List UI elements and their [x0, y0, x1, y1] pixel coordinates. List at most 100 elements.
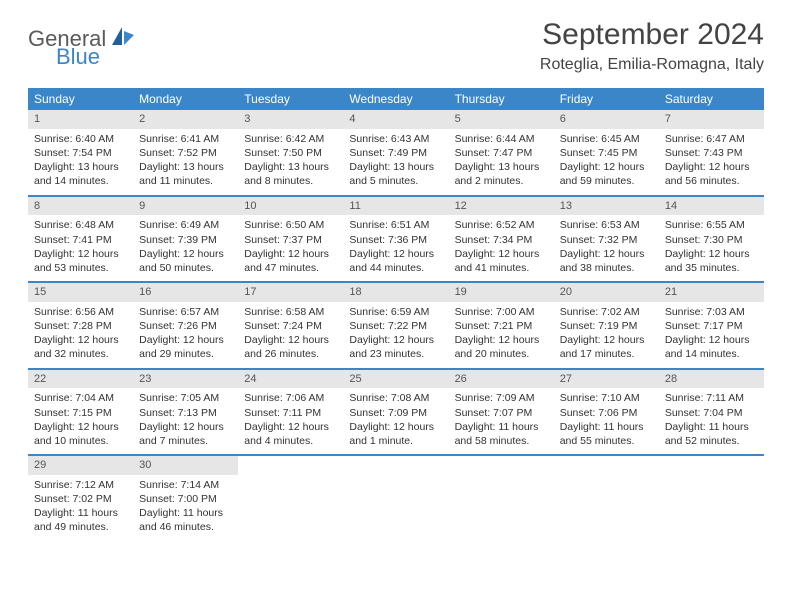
day-number: 8 — [28, 197, 133, 216]
dow-wednesday: Wednesday — [343, 88, 448, 110]
sunset-text: Sunset: 7:07 PM — [455, 406, 548, 420]
day-info: Sunrise: 6:50 AMSunset: 7:37 PMDaylight:… — [238, 215, 343, 281]
sunrise-text: Sunrise: 6:44 AM — [455, 132, 548, 146]
day-info: Sunrise: 6:56 AMSunset: 7:28 PMDaylight:… — [28, 302, 133, 368]
daylight-text: and 41 minutes. — [455, 261, 548, 275]
daylight-text: Daylight: 12 hours — [349, 420, 442, 434]
dow-tuesday: Tuesday — [238, 88, 343, 110]
day-number: 17 — [238, 283, 343, 302]
sunrise-text: Sunrise: 7:08 AM — [349, 391, 442, 405]
daylight-text: Daylight: 11 hours — [665, 420, 758, 434]
day-cell: 7Sunrise: 6:47 AMSunset: 7:43 PMDaylight… — [659, 110, 764, 195]
sunset-text: Sunset: 7:09 PM — [349, 406, 442, 420]
day-number: 24 — [238, 370, 343, 389]
sunrise-text: Sunrise: 7:02 AM — [560, 305, 653, 319]
daylight-text: Daylight: 12 hours — [34, 420, 127, 434]
day-number: 13 — [554, 197, 659, 216]
day-cell: 20Sunrise: 7:02 AMSunset: 7:19 PMDayligh… — [554, 283, 659, 368]
header: General September 2024 Roteglia, Emilia-… — [28, 18, 764, 74]
calendar: Sunday Monday Tuesday Wednesday Thursday… — [28, 88, 764, 541]
daylight-text: and 1 minute. — [349, 434, 442, 448]
day-number: 2 — [133, 110, 238, 129]
sunrise-text: Sunrise: 6:52 AM — [455, 218, 548, 232]
daylight-text: and 58 minutes. — [455, 434, 548, 448]
day-number: 26 — [449, 370, 554, 389]
daylight-text: Daylight: 12 hours — [244, 420, 337, 434]
daylight-text: Daylight: 12 hours — [455, 247, 548, 261]
daylight-text: and 17 minutes. — [560, 347, 653, 361]
daylight-text: and 20 minutes. — [455, 347, 548, 361]
day-info: Sunrise: 7:03 AMSunset: 7:17 PMDaylight:… — [659, 302, 764, 368]
day-info: Sunrise: 6:55 AMSunset: 7:30 PMDaylight:… — [659, 215, 764, 281]
day-number: 11 — [343, 197, 448, 216]
daylight-text: Daylight: 12 hours — [665, 333, 758, 347]
dow-saturday: Saturday — [659, 88, 764, 110]
day-cell: 9Sunrise: 6:49 AMSunset: 7:39 PMDaylight… — [133, 197, 238, 282]
day-cell: 18Sunrise: 6:59 AMSunset: 7:22 PMDayligh… — [343, 283, 448, 368]
daylight-text: Daylight: 12 hours — [34, 247, 127, 261]
dow-thursday: Thursday — [449, 88, 554, 110]
daylight-text: Daylight: 12 hours — [560, 247, 653, 261]
week-row: 29Sunrise: 7:12 AMSunset: 7:02 PMDayligh… — [28, 456, 764, 541]
day-number: 9 — [133, 197, 238, 216]
sunset-text: Sunset: 7:00 PM — [139, 492, 232, 506]
sunset-text: Sunset: 7:17 PM — [665, 319, 758, 333]
day-number: 10 — [238, 197, 343, 216]
sunset-text: Sunset: 7:50 PM — [244, 146, 337, 160]
day-number: 20 — [554, 283, 659, 302]
daylight-text: Daylight: 12 hours — [139, 247, 232, 261]
sunset-text: Sunset: 7:22 PM — [349, 319, 442, 333]
day-info: Sunrise: 6:49 AMSunset: 7:39 PMDaylight:… — [133, 215, 238, 281]
sunset-text: Sunset: 7:32 PM — [560, 233, 653, 247]
daylight-text: and 50 minutes. — [139, 261, 232, 275]
day-info: Sunrise: 6:58 AMSunset: 7:24 PMDaylight:… — [238, 302, 343, 368]
week-row: 15Sunrise: 6:56 AMSunset: 7:28 PMDayligh… — [28, 283, 764, 370]
day-cell: 26Sunrise: 7:09 AMSunset: 7:07 PMDayligh… — [449, 370, 554, 455]
sunset-text: Sunset: 7:47 PM — [455, 146, 548, 160]
day-number: 22 — [28, 370, 133, 389]
day-info: Sunrise: 6:41 AMSunset: 7:52 PMDaylight:… — [133, 129, 238, 195]
sunset-text: Sunset: 7:49 PM — [349, 146, 442, 160]
day-cell: 22Sunrise: 7:04 AMSunset: 7:15 PMDayligh… — [28, 370, 133, 455]
daylight-text: and 52 minutes. — [665, 434, 758, 448]
day-info: Sunrise: 7:10 AMSunset: 7:06 PMDaylight:… — [554, 388, 659, 454]
day-cell: 16Sunrise: 6:57 AMSunset: 7:26 PMDayligh… — [133, 283, 238, 368]
sunrise-text: Sunrise: 6:49 AM — [139, 218, 232, 232]
day-cell: 14Sunrise: 6:55 AMSunset: 7:30 PMDayligh… — [659, 197, 764, 282]
sunrise-text: Sunrise: 6:50 AM — [244, 218, 337, 232]
sunrise-text: Sunrise: 6:51 AM — [349, 218, 442, 232]
daylight-text: Daylight: 12 hours — [139, 420, 232, 434]
daylight-text: Daylight: 13 hours — [455, 160, 548, 174]
day-info: Sunrise: 7:04 AMSunset: 7:15 PMDaylight:… — [28, 388, 133, 454]
sunrise-text: Sunrise: 7:00 AM — [455, 305, 548, 319]
dow-monday: Monday — [133, 88, 238, 110]
day-cell: 29Sunrise: 7:12 AMSunset: 7:02 PMDayligh… — [28, 456, 133, 541]
sunrise-text: Sunrise: 7:05 AM — [139, 391, 232, 405]
sunrise-text: Sunrise: 6:42 AM — [244, 132, 337, 146]
sunset-text: Sunset: 7:39 PM — [139, 233, 232, 247]
sunset-text: Sunset: 7:54 PM — [34, 146, 127, 160]
daylight-text: and 35 minutes. — [665, 261, 758, 275]
day-cell: 28Sunrise: 7:11 AMSunset: 7:04 PMDayligh… — [659, 370, 764, 455]
sunset-text: Sunset: 7:52 PM — [139, 146, 232, 160]
day-number: 18 — [343, 283, 448, 302]
sunrise-text: Sunrise: 7:06 AM — [244, 391, 337, 405]
sunrise-text: Sunrise: 6:57 AM — [139, 305, 232, 319]
day-cell: 8Sunrise: 6:48 AMSunset: 7:41 PMDaylight… — [28, 197, 133, 282]
daylight-text: Daylight: 11 hours — [139, 506, 232, 520]
sunset-text: Sunset: 7:34 PM — [455, 233, 548, 247]
day-cell — [659, 456, 764, 541]
dow-friday: Friday — [554, 88, 659, 110]
daylight-text: and 14 minutes. — [665, 347, 758, 361]
daylight-text: and 46 minutes. — [139, 520, 232, 534]
sunset-text: Sunset: 7:30 PM — [665, 233, 758, 247]
sunset-text: Sunset: 7:43 PM — [665, 146, 758, 160]
sunset-text: Sunset: 7:45 PM — [560, 146, 653, 160]
daylight-text: and 14 minutes. — [34, 174, 127, 188]
sunset-text: Sunset: 7:36 PM — [349, 233, 442, 247]
daylight-text: Daylight: 13 hours — [244, 160, 337, 174]
day-cell: 11Sunrise: 6:51 AMSunset: 7:36 PMDayligh… — [343, 197, 448, 282]
daylight-text: Daylight: 12 hours — [665, 160, 758, 174]
sunrise-text: Sunrise: 6:45 AM — [560, 132, 653, 146]
day-cell: 12Sunrise: 6:52 AMSunset: 7:34 PMDayligh… — [449, 197, 554, 282]
